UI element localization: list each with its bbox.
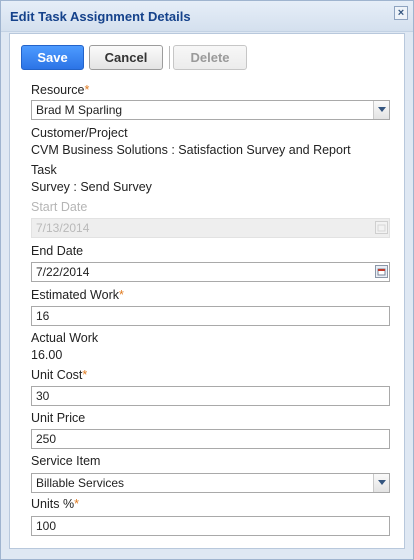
units-pct-input[interactable]: 100 bbox=[31, 516, 390, 536]
customer-project-label: Customer/Project bbox=[31, 126, 128, 140]
task-label: Task bbox=[31, 163, 57, 177]
service-item-label: Service Item bbox=[31, 454, 101, 468]
delete-button: Delete bbox=[173, 45, 247, 70]
chevron-down-icon[interactable] bbox=[373, 474, 389, 492]
actual-work-value: 16.00 bbox=[31, 348, 63, 362]
end-date-field[interactable]: 7/22/2014 bbox=[31, 262, 390, 282]
task-value: Survey : Send Survey bbox=[31, 180, 152, 194]
start-date-field: 7/13/2014 bbox=[31, 218, 390, 238]
toolbar-separator bbox=[169, 46, 170, 69]
unit-price-input[interactable]: 250 bbox=[31, 429, 390, 449]
required-marker: * bbox=[74, 497, 79, 511]
actual-work-label: Actual Work bbox=[31, 331, 99, 345]
unit-price-label: Unit Price bbox=[31, 411, 86, 425]
estimated-work-input[interactable]: 16 bbox=[31, 306, 390, 326]
service-item-select[interactable]: Billable Services bbox=[31, 473, 390, 493]
resource-select[interactable]: Brad M Sparling bbox=[31, 100, 390, 120]
resource-label-text: Resource bbox=[31, 83, 85, 97]
resource-value: Brad M Sparling bbox=[36, 103, 123, 117]
end-date-label: End Date bbox=[31, 244, 84, 258]
units-pct-label-text: Units % bbox=[31, 497, 75, 511]
end-date-value: 7/22/2014 bbox=[36, 265, 90, 279]
required-marker: * bbox=[82, 368, 88, 382]
form-panel: Save Cancel Delete Resource* Brad M Spar… bbox=[9, 33, 405, 549]
unit-cost-label-text: Unit Cost bbox=[31, 368, 83, 382]
dialog-title: Edit Task Assignment Details bbox=[10, 9, 191, 24]
service-item-value: Billable Services bbox=[36, 476, 125, 490]
chevron-down-icon[interactable] bbox=[373, 101, 389, 119]
customer-project-value: CVM Business Solutions : Satisfaction Su… bbox=[31, 143, 351, 157]
dialog-titlebar: Edit Task Assignment Details × bbox=[1, 1, 413, 32]
resource-label: Resource* bbox=[31, 83, 89, 97]
unit-cost-label: Unit Cost* bbox=[31, 368, 87, 382]
required-marker: * bbox=[119, 288, 124, 302]
calendar-icon[interactable] bbox=[375, 265, 388, 278]
save-button[interactable]: Save bbox=[21, 45, 84, 70]
cancel-button[interactable]: Cancel bbox=[89, 45, 163, 70]
units-pct-label: Units %* bbox=[31, 497, 79, 511]
start-date-label: Start Date bbox=[31, 200, 88, 214]
start-date-value: 7/13/2014 bbox=[36, 221, 90, 235]
required-marker: * bbox=[84, 83, 90, 97]
calendar-icon bbox=[375, 221, 388, 234]
estimated-work-label: Estimated Work* bbox=[31, 288, 124, 302]
estimated-work-label-text: Estimated Work bbox=[31, 288, 119, 302]
close-icon[interactable]: × bbox=[394, 6, 408, 20]
unit-cost-input[interactable]: 30 bbox=[31, 386, 390, 406]
